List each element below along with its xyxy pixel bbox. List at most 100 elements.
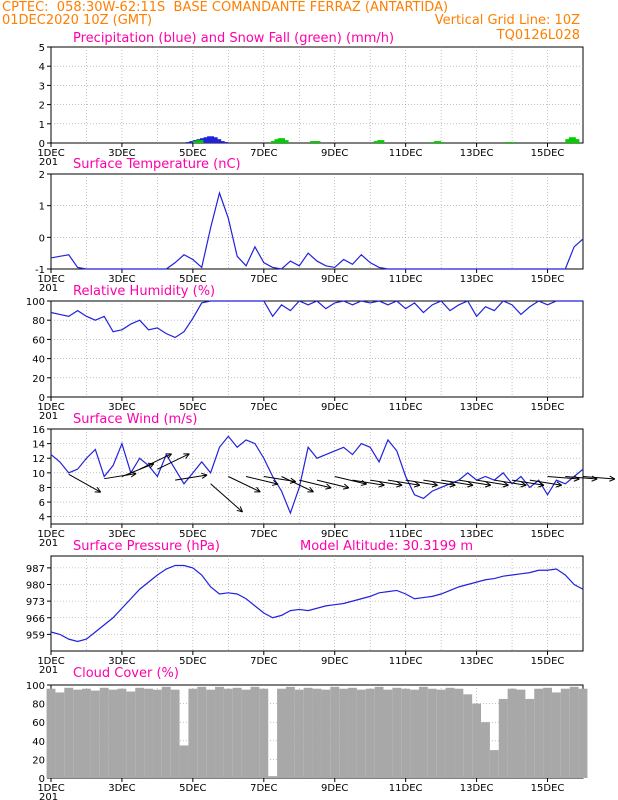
pressure-ytick-label: 959: [26, 630, 45, 641]
cloud-title: Cloud Cover (%): [73, 666, 179, 681]
wind-ytick-label: 16: [32, 425, 45, 436]
wind-vector: [441, 479, 474, 486]
cloud-year-fragment: 201: [39, 792, 58, 800]
cloud-bar: [223, 688, 233, 778]
wind-vector-head: [94, 487, 102, 493]
cloud-bar: [330, 686, 340, 778]
precip-bar: [214, 139, 222, 143]
cloud-bar: [578, 688, 588, 778]
precip-xtick-label: 11DEC: [389, 148, 423, 159]
cloud-ytick-label: 20: [32, 755, 45, 766]
cloud-bar: [232, 687, 242, 778]
precip-bar: [192, 141, 200, 143]
wind-vector-head: [342, 483, 350, 490]
cloud-ytick-label: 40: [32, 737, 45, 748]
header-grid-note: Vertical Grid Line: 10Z: [434, 13, 580, 28]
precip-bar: [377, 140, 385, 143]
temp-panel: [47, 173, 584, 273]
rh-year-fragment: 201: [39, 411, 58, 422]
precip-xtick-label: 9DEC: [321, 148, 348, 159]
precip-xtick-label: 15DEC: [531, 148, 565, 159]
rh-xtick-label: 9DEC: [321, 402, 348, 413]
wind-vector-head: [502, 481, 509, 488]
precip-bar: [200, 138, 208, 143]
precip-xtick-label: 5DEC: [179, 148, 206, 159]
wind-vector: [352, 479, 385, 486]
precip-bar: [568, 137, 576, 143]
precip-frame: [50, 46, 584, 144]
pressure-xtick-label: 13DEC: [460, 656, 494, 667]
wind-vector: [458, 479, 491, 486]
cloud-bar: [569, 686, 579, 778]
precip-bar: [270, 141, 278, 143]
wind-frame: [50, 428, 584, 525]
wind-vector-head: [538, 481, 545, 488]
precip-bar: [203, 137, 211, 143]
wind-vector-head: [467, 481, 474, 488]
wind-line: [50, 435, 584, 515]
cloud-bar: [303, 687, 313, 778]
wind-xtick-label: 7DEC: [250, 529, 277, 540]
pressure-xtick-label: 15DEC: [531, 656, 565, 667]
cloud-bar: [507, 688, 517, 778]
precip-bar: [572, 139, 580, 143]
rh-xtick-label: 3DEC: [108, 402, 135, 413]
precip-bar: [196, 140, 204, 143]
wind-vector-head: [555, 481, 563, 488]
cloud-bar: [197, 686, 207, 778]
rh-xtick-label: 5DEC: [179, 402, 206, 413]
wind-vector-head: [201, 472, 208, 479]
cloud-bar: [294, 689, 304, 778]
wind-vector-head: [396, 481, 403, 488]
temp-ytick-label: -1: [35, 265, 45, 276]
precip-bar: [373, 141, 381, 143]
cloud-bar: [489, 750, 499, 778]
pressure-line: [50, 564, 584, 643]
cloud-bar: [525, 698, 535, 778]
cloud-bar: [418, 686, 428, 778]
wind-vector-head: [520, 481, 527, 488]
wind-vector: [139, 453, 172, 470]
wind-vector-head: [484, 481, 492, 488]
cloud-bar: [321, 689, 331, 778]
pressure-ytick-label: 987: [26, 564, 45, 575]
cloud-bar: [126, 691, 136, 778]
temp-ytick-label: 1: [39, 202, 45, 213]
cloud-bar: [498, 698, 508, 778]
wind-ytick-label: 14: [32, 440, 45, 451]
wind-vector-head: [307, 486, 314, 493]
temp-xtick-label: 1DEC: [37, 274, 64, 285]
cloud-bar: [241, 689, 251, 778]
precip-bar: [437, 142, 445, 143]
cloud-bar: [410, 689, 419, 778]
wind-ytick-label: 8: [39, 483, 45, 494]
wind-vector-head: [130, 471, 137, 478]
wind-vector: [529, 479, 562, 486]
wind-xtick-label: 1DEC: [37, 529, 64, 540]
pressure-xtick-label: 11DEC: [389, 656, 423, 667]
rh-xtick-label: 7DEC: [250, 402, 277, 413]
wind-vector: [547, 476, 580, 480]
cloud-bar: [481, 722, 490, 778]
wind-vector-head: [325, 483, 332, 490]
pressure-ytick-label: 973: [26, 597, 45, 608]
rh-ytick-label: 80: [32, 316, 45, 327]
wind-vector: [370, 479, 403, 486]
precip-bar: [221, 142, 229, 143]
cloud-ytick-label: 80: [32, 700, 45, 711]
rh-ytick-label: 40: [32, 355, 45, 366]
rh-ytick-label: 60: [32, 335, 45, 346]
cloud-bar: [250, 686, 260, 778]
cloud-bar: [152, 689, 162, 778]
cloud-xtick-label: 1DEC: [37, 783, 64, 794]
temp-xtick-label: 9DEC: [321, 274, 348, 285]
cloud-bar: [348, 687, 357, 778]
wind-vector: [175, 474, 208, 481]
temp-year-fragment: 201: [39, 283, 58, 294]
cloud-xtick-label: 3DEC: [108, 783, 135, 794]
wind-vector-head: [272, 479, 279, 486]
precip-bar: [207, 136, 215, 143]
cloud-bar: [374, 686, 384, 778]
wind-year-fragment: 201: [39, 538, 58, 549]
cloud-bar: [472, 703, 482, 778]
